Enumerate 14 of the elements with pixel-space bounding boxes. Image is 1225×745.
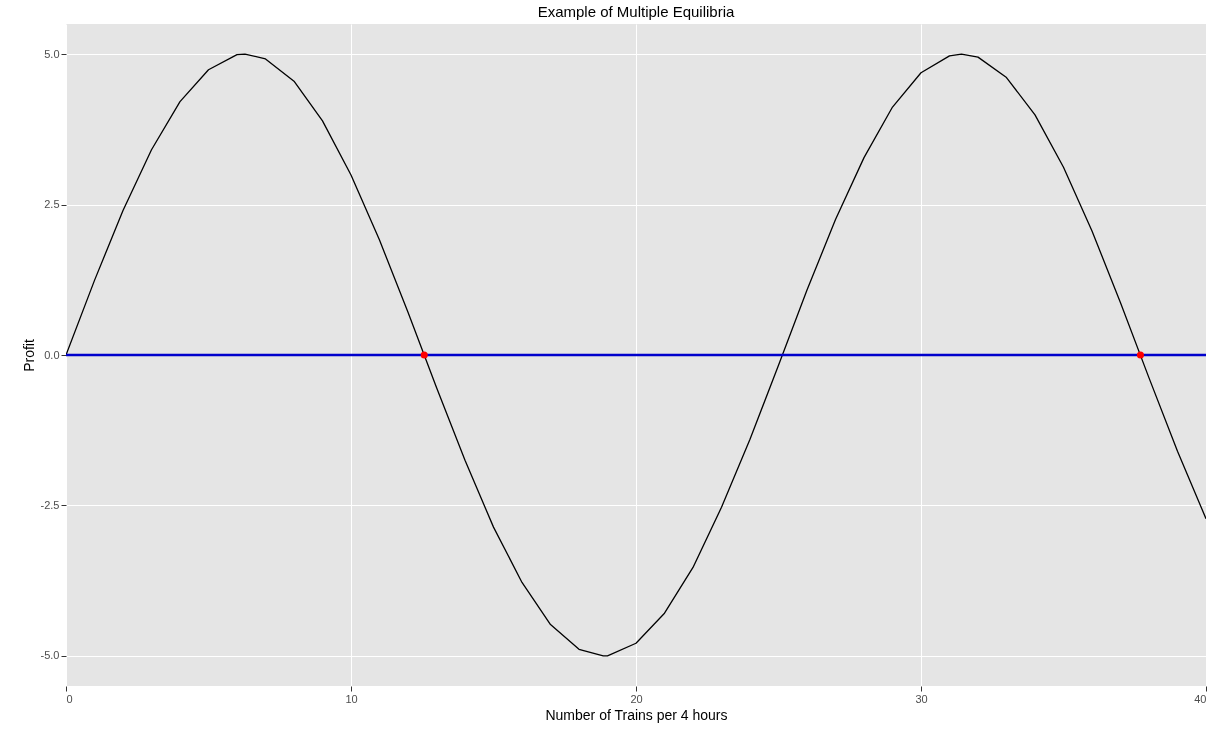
x-tick-label: 10 bbox=[345, 692, 358, 705]
chart-title: Example of Multiple Equilibria bbox=[537, 3, 736, 20]
y-axis-title: Profit bbox=[20, 339, 37, 372]
x-tick-label: 40 bbox=[1194, 692, 1207, 705]
y-tick-label: 0.0 bbox=[44, 348, 60, 361]
y-tick-label: -2.5 bbox=[40, 498, 60, 511]
y-tick-label: 2.5 bbox=[44, 198, 60, 211]
x-tick-label: 30 bbox=[915, 692, 928, 705]
y-tick-label: 5.0 bbox=[44, 47, 60, 60]
y-tick-label: -5.0 bbox=[40, 649, 60, 662]
x-tick-label: 20 bbox=[630, 692, 643, 705]
x-tick-label: 0 bbox=[66, 692, 73, 705]
x-axis-title: Number of Trains per 4 hours bbox=[545, 706, 728, 723]
line-series bbox=[66, 53, 1206, 657]
